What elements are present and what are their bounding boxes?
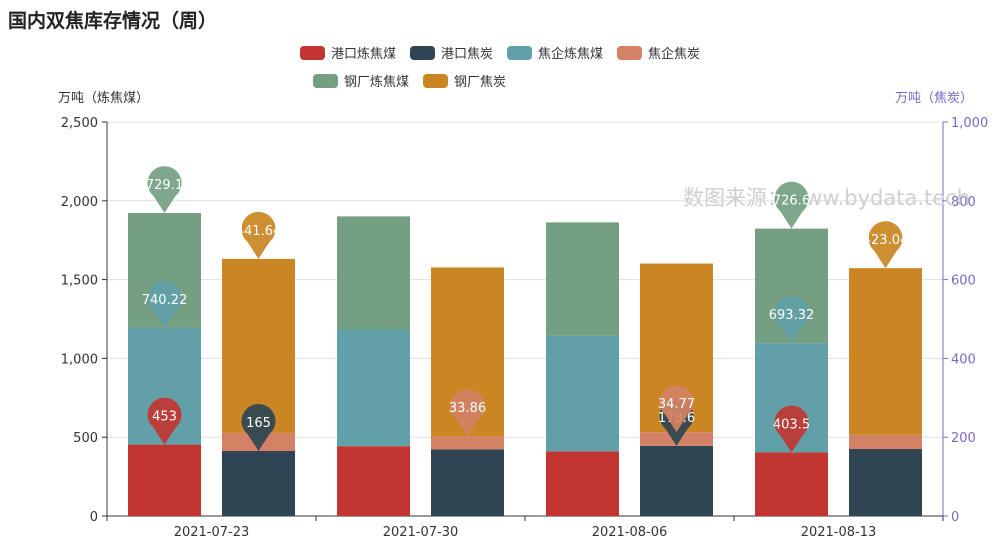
y-right-tick-label: 0	[951, 510, 959, 525]
legend-label: 钢厂炼焦煤	[344, 75, 409, 90]
bar-segment	[849, 434, 922, 450]
bar-segment	[337, 216, 410, 330]
legend-item: 钢厂炼焦煤	[313, 74, 409, 90]
bar-segment	[640, 445, 713, 516]
legend-item: 港口炼焦煤	[299, 46, 396, 62]
bar-segment	[337, 446, 410, 516]
y-left-tick-label: 500	[73, 431, 98, 446]
bar-segment	[755, 452, 828, 516]
legend-swatch	[423, 74, 449, 88]
y-right-tick-label: 400	[951, 352, 976, 367]
mark-pin	[774, 405, 809, 453]
y-right-tick-label: 600	[951, 274, 976, 289]
x-tick-label: 2021-08-06	[592, 525, 668, 540]
bar-segment	[546, 335, 619, 452]
y-left-tick-label: 2,500	[61, 116, 98, 131]
bar-segment	[849, 449, 922, 516]
legend-item: 港口焦炭	[409, 46, 493, 62]
bar-segment	[431, 449, 504, 516]
mark-pin	[147, 397, 182, 445]
mark-point: 693.32	[769, 296, 815, 344]
mark-point: 33.86	[449, 389, 486, 437]
mark-label: 453	[152, 410, 177, 425]
legend-item: 焦企焦炭	[617, 46, 700, 62]
legend-label: 钢厂焦炭	[454, 75, 506, 90]
x-tick-label: 2021-08-13	[801, 525, 877, 540]
mark-pin	[774, 296, 809, 344]
mark-point: 729.1	[146, 166, 183, 214]
mark-point: 34.77	[658, 385, 695, 433]
mark-label: 34.77	[658, 397, 695, 412]
legend-label: 焦企焦炭	[648, 46, 700, 62]
mark-label: 33.86	[449, 401, 486, 416]
mark-label: 403.5	[773, 417, 810, 432]
y-left-tick-label: 1,500	[61, 274, 98, 289]
mark-point: 740.22	[142, 280, 188, 328]
mark-point: 403.5	[773, 405, 810, 453]
mark-point: 726.6	[773, 181, 810, 229]
legend-label: 焦企炼焦煤	[538, 46, 603, 62]
bar-segment	[546, 222, 619, 336]
bar-segment	[431, 436, 504, 450]
bar-segment	[128, 444, 201, 516]
mark-point: 453	[147, 397, 182, 445]
legend-swatch	[617, 46, 643, 60]
y-axis-left-label: 万吨（炼焦煤）	[58, 91, 149, 106]
legend-swatch	[409, 46, 435, 60]
bar-segment	[222, 450, 295, 516]
legend-swatch	[507, 46, 532, 60]
mark-point: 441.64	[236, 211, 282, 259]
x-tick-label: 2021-07-30	[383, 525, 459, 540]
mark-pin	[241, 404, 276, 451]
bar-segment	[337, 329, 410, 447]
mark-point: 165	[241, 404, 276, 451]
bar-segment	[546, 451, 619, 516]
y-left-tick-label: 0	[90, 510, 98, 525]
mark-label: 726.6	[773, 194, 810, 209]
bar-segment	[849, 268, 922, 435]
mark-label: 423.04	[863, 233, 909, 248]
mark-pin	[241, 211, 276, 259]
mark-point: 423.04	[863, 221, 909, 269]
mark-pin	[774, 181, 809, 229]
mark-pin	[450, 389, 485, 437]
y-left-tick-label: 1,000	[61, 352, 98, 367]
y-right-tick-label: 1,000	[951, 116, 988, 131]
y-axis-right-label: 万吨（焦炭）	[895, 91, 973, 106]
x-tick-label: 2021-07-23	[174, 525, 250, 540]
mark-label: 441.64	[236, 224, 282, 239]
y-right-tick-label: 800	[951, 195, 976, 210]
bar-segment	[222, 258, 295, 433]
mark-pin	[147, 166, 182, 214]
mark-label: 693.32	[769, 308, 815, 323]
mark-label: 729.1	[146, 178, 183, 193]
mark-label: 165	[246, 416, 271, 431]
legend-swatch	[313, 74, 338, 88]
mark-label: 740.22	[142, 293, 188, 308]
mark-pin	[659, 385, 694, 433]
watermark: 数图来源：www.bydata.tech	[683, 186, 970, 210]
legend-label: 港口炼焦煤	[331, 47, 396, 62]
mark-pin	[868, 221, 903, 269]
chart-title: 国内双焦库存情况（周）	[8, 10, 218, 32]
legend-item: 钢厂焦炭	[423, 74, 506, 90]
legend-item: 焦企炼焦煤	[507, 46, 603, 62]
mark-pin	[147, 280, 182, 328]
y-right-tick-label: 200	[951, 431, 976, 446]
legend-label: 港口焦炭	[441, 47, 493, 62]
legend-swatch	[299, 46, 325, 60]
y-left-tick-label: 2,000	[61, 195, 98, 210]
